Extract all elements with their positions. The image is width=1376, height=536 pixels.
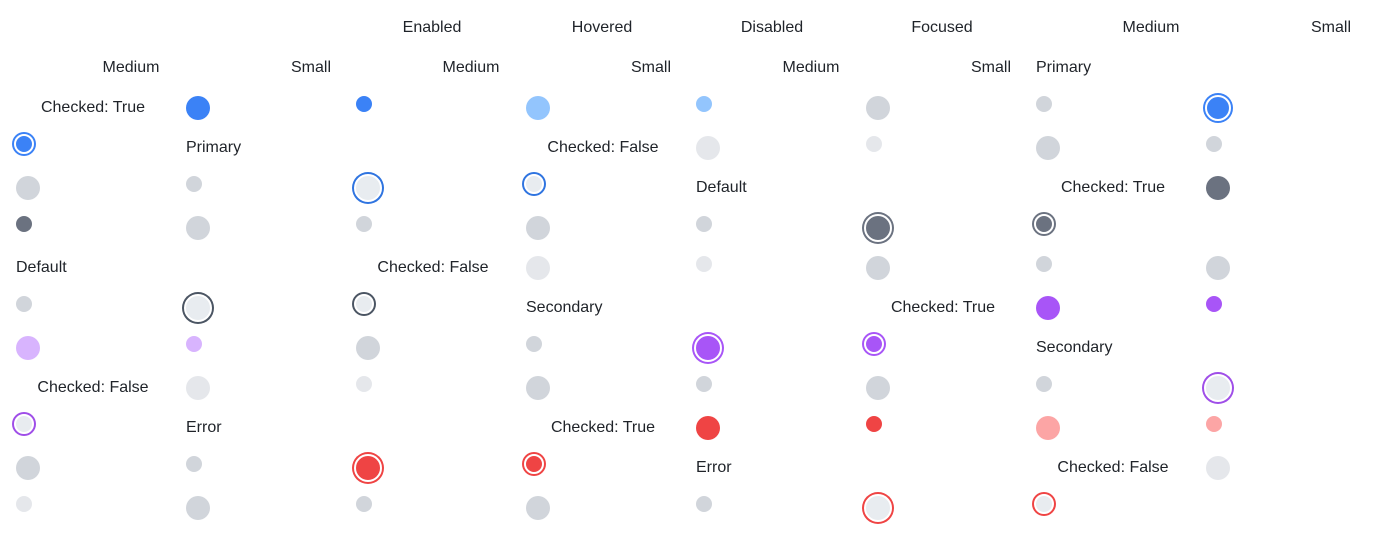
radio-secondary-checked-small[interactable] — [1206, 296, 1222, 312]
radio-secondary-disabled-unchecked-small[interactable] — [1036, 376, 1052, 392]
size-label-medium: Medium — [442, 59, 500, 76]
radio-error-hovered-unchecked-small[interactable] — [356, 496, 372, 512]
radio-default-disabled-checked-small[interactable] — [696, 216, 712, 232]
radio-error-disabled-checked-medium[interactable] — [16, 456, 40, 480]
radio-secondary-disabled-checked-small[interactable] — [526, 336, 542, 352]
radio-primary-checked-small[interactable] — [356, 96, 372, 112]
radio-default-unchecked-medium[interactable] — [526, 256, 550, 280]
radio-error-hovered-unchecked-medium[interactable] — [186, 496, 210, 520]
radio-default-hovered-unchecked-small[interactable] — [1036, 256, 1052, 272]
radio-error-unchecked-small[interactable] — [16, 496, 32, 512]
radio-error-checked-medium[interactable] — [696, 416, 720, 440]
state-header-enabled: Enabled — [402, 19, 462, 36]
group-label-checked-true: Checked: True — [1060, 179, 1166, 196]
radio-default-focused-unchecked-medium[interactable] — [184, 294, 212, 322]
radio-secondary-hovered-checked-medium[interactable] — [16, 336, 40, 360]
size-header-small: Small — [1310, 19, 1352, 36]
radio-secondary-disabled-unchecked-medium[interactable] — [866, 376, 890, 400]
radio-default-disabled-unchecked-medium[interactable] — [1206, 256, 1230, 280]
size-label-small: Small — [630, 59, 672, 76]
radio-secondary-unchecked-small[interactable] — [356, 376, 372, 392]
radio-error-focused-checked-medium[interactable] — [354, 454, 382, 482]
group-label-primary: Primary — [186, 139, 242, 156]
radio-primary-focused-unchecked-medium[interactable] — [354, 174, 382, 202]
radio-default-checked-medium[interactable] — [1206, 176, 1230, 200]
state-header-focused: Focused — [911, 19, 973, 36]
radio-secondary-focused-checked-medium[interactable] — [694, 334, 722, 362]
radio-primary-disabled-checked-small[interactable] — [1036, 96, 1052, 112]
radio-error-hovered-checked-small[interactable] — [1206, 416, 1222, 432]
radio-error-unchecked-medium[interactable] — [1206, 456, 1230, 480]
radio-error-checked-small[interactable] — [866, 416, 882, 432]
radio-primary-unchecked-medium[interactable] — [696, 136, 720, 160]
size-header-medium: Medium — [1122, 19, 1180, 36]
radio-primary-focused-checked-medium[interactable] — [1205, 95, 1231, 121]
radio-error-hovered-checked-medium[interactable] — [1036, 416, 1060, 440]
radio-default-disabled-unchecked-small[interactable] — [16, 296, 32, 312]
group-label-checked-true: Checked: True — [40, 99, 146, 116]
radio-primary-hovered-unchecked-small[interactable] — [1206, 136, 1222, 152]
radio-primary-focused-checked-small[interactable] — [14, 134, 34, 154]
group-label-checked-false: Checked: False — [377, 259, 489, 276]
radio-secondary-focused-checked-small[interactable] — [864, 334, 884, 354]
size-label-medium: Medium — [782, 59, 840, 76]
radio-error-disabled-checked-small[interactable] — [186, 456, 202, 472]
group-label-secondary: Secondary — [526, 299, 603, 316]
radio-secondary-checked-medium[interactable] — [1036, 296, 1060, 320]
group-label-error: Error — [186, 419, 222, 436]
radio-primary-checked-medium[interactable] — [186, 96, 210, 120]
radio-default-checked-small[interactable] — [16, 216, 32, 232]
radio-error-focused-checked-small[interactable] — [524, 454, 544, 474]
radio-error-disabled-unchecked-medium[interactable] — [526, 496, 550, 520]
size-label-small: Small — [290, 59, 332, 76]
size-label-small: Small — [970, 59, 1012, 76]
radio-default-focused-unchecked-small[interactable] — [354, 294, 374, 314]
radio-default-unchecked-small[interactable] — [696, 256, 712, 272]
radio-secondary-hovered-checked-small[interactable] — [186, 336, 202, 352]
size-label-medium: Medium — [102, 59, 160, 76]
radio-secondary-disabled-checked-medium[interactable] — [356, 336, 380, 360]
group-label-checked-true: Checked: True — [890, 299, 996, 316]
radio-primary-focused-unchecked-small[interactable] — [524, 174, 544, 194]
group-label-checked-false: Checked: False — [1057, 459, 1169, 476]
group-label-checked-false: Checked: False — [37, 379, 149, 396]
radio-secondary-hovered-unchecked-small[interactable] — [696, 376, 712, 392]
radio-secondary-focused-unchecked-medium[interactable] — [1204, 374, 1232, 402]
radio-secondary-unchecked-medium[interactable] — [186, 376, 210, 400]
radio-default-hovered-checked-medium[interactable] — [186, 216, 210, 240]
radio-secondary-hovered-unchecked-medium[interactable] — [526, 376, 550, 400]
group-label-default: Default — [696, 179, 747, 196]
state-header-disabled: Disabled — [740, 19, 804, 36]
group-label-primary: Primary — [1036, 59, 1092, 76]
group-label-checked-true: Checked: True — [550, 419, 656, 436]
radio-secondary-focused-unchecked-small[interactable] — [14, 414, 34, 434]
group-label-checked-false: Checked: False — [547, 139, 659, 156]
group-label-error: Error — [696, 459, 732, 476]
radio-default-hovered-checked-small[interactable] — [356, 216, 372, 232]
radio-default-disabled-checked-medium[interactable] — [526, 216, 550, 240]
radio-primary-disabled-unchecked-medium[interactable] — [16, 176, 40, 200]
radio-default-focused-checked-small[interactable] — [1034, 214, 1054, 234]
radio-primary-hovered-unchecked-medium[interactable] — [1036, 136, 1060, 160]
radio-error-disabled-unchecked-small[interactable] — [696, 496, 712, 512]
group-label-default: Default — [16, 259, 67, 276]
radio-default-hovered-unchecked-medium[interactable] — [866, 256, 890, 280]
radio-default-focused-checked-medium[interactable] — [864, 214, 892, 242]
radio-primary-hovered-checked-medium[interactable] — [526, 96, 550, 120]
radio-primary-disabled-unchecked-small[interactable] — [186, 176, 202, 192]
radio-primary-hovered-checked-small[interactable] — [696, 96, 712, 112]
state-header-hovered: Hovered — [571, 19, 633, 36]
group-label-secondary: Secondary — [1036, 339, 1113, 356]
radio-primary-unchecked-small[interactable] — [866, 136, 882, 152]
radio-error-focused-unchecked-small[interactable] — [1034, 494, 1054, 514]
radio-error-focused-unchecked-medium[interactable] — [864, 494, 892, 522]
radio-primary-disabled-checked-medium[interactable] — [866, 96, 890, 120]
